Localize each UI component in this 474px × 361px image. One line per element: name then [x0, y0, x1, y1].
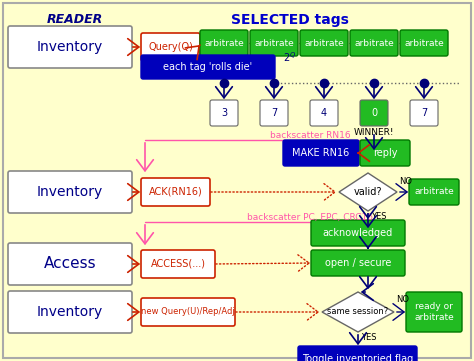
Text: arbitrate: arbitrate	[204, 39, 244, 48]
FancyBboxPatch shape	[250, 30, 298, 56]
Text: same session?: same session?	[328, 308, 389, 317]
Text: SELECTED tags: SELECTED tags	[231, 13, 349, 27]
Text: valid?: valid?	[354, 187, 382, 197]
FancyBboxPatch shape	[210, 100, 238, 126]
FancyBboxPatch shape	[311, 220, 405, 246]
FancyBboxPatch shape	[260, 100, 288, 126]
Text: 0: 0	[371, 108, 377, 118]
Text: backscatter PC, EPC, CRC16: backscatter PC, EPC, CRC16	[247, 213, 373, 222]
FancyBboxPatch shape	[141, 178, 210, 206]
Text: each tag 'rolls die': each tag 'rolls die'	[164, 62, 253, 72]
FancyBboxPatch shape	[350, 30, 398, 56]
Text: 4: 4	[321, 108, 327, 118]
FancyBboxPatch shape	[141, 33, 200, 61]
Polygon shape	[322, 292, 394, 332]
Text: ACK(RN16): ACK(RN16)	[149, 187, 202, 197]
FancyBboxPatch shape	[298, 346, 417, 361]
Text: arbitrate: arbitrate	[354, 39, 394, 48]
Text: ready or
arbitrate: ready or arbitrate	[414, 302, 454, 322]
Text: arbitrate: arbitrate	[304, 39, 344, 48]
Text: arbitrate: arbitrate	[254, 39, 294, 48]
Text: Inventory: Inventory	[37, 305, 103, 319]
FancyBboxPatch shape	[300, 30, 348, 56]
FancyBboxPatch shape	[141, 55, 275, 79]
FancyBboxPatch shape	[360, 140, 410, 166]
Text: WINNER!: WINNER!	[354, 128, 394, 137]
Text: Access: Access	[44, 257, 96, 271]
Text: arbitrate: arbitrate	[414, 187, 454, 196]
Text: NO: NO	[399, 177, 412, 186]
FancyBboxPatch shape	[360, 100, 388, 126]
FancyBboxPatch shape	[406, 292, 462, 332]
Text: Inventory: Inventory	[37, 185, 103, 199]
Text: Query(Q): Query(Q)	[148, 42, 193, 52]
FancyBboxPatch shape	[283, 140, 359, 166]
Text: ACCESS(...): ACCESS(...)	[151, 259, 206, 269]
Text: YES: YES	[371, 212, 386, 221]
Text: 7: 7	[421, 108, 427, 118]
Text: $2^Q$: $2^Q$	[283, 50, 296, 64]
FancyBboxPatch shape	[8, 291, 132, 333]
FancyBboxPatch shape	[141, 298, 235, 326]
Text: READER: READER	[47, 13, 103, 26]
Text: NO: NO	[396, 295, 409, 304]
Text: Inventory: Inventory	[37, 40, 103, 54]
Text: arbitrate: arbitrate	[404, 39, 444, 48]
FancyBboxPatch shape	[400, 30, 448, 56]
Text: 7: 7	[271, 108, 277, 118]
Text: backscatter RN16: backscatter RN16	[270, 131, 350, 140]
Polygon shape	[339, 173, 397, 211]
FancyBboxPatch shape	[410, 100, 438, 126]
Text: acknowledged: acknowledged	[323, 228, 393, 238]
Text: new Query(U)/Rep/Adj: new Query(U)/Rep/Adj	[141, 308, 235, 317]
FancyBboxPatch shape	[310, 100, 338, 126]
FancyBboxPatch shape	[409, 179, 459, 205]
Text: reply: reply	[373, 148, 397, 158]
FancyBboxPatch shape	[8, 171, 132, 213]
Text: MAKE RN16: MAKE RN16	[292, 148, 350, 158]
Text: YES: YES	[361, 333, 376, 342]
FancyBboxPatch shape	[141, 250, 215, 278]
FancyBboxPatch shape	[311, 250, 405, 276]
Text: open / secure: open / secure	[325, 258, 391, 268]
FancyBboxPatch shape	[3, 3, 471, 358]
FancyBboxPatch shape	[200, 30, 248, 56]
FancyBboxPatch shape	[8, 243, 132, 285]
FancyBboxPatch shape	[8, 26, 132, 68]
Text: 3: 3	[221, 108, 227, 118]
Text: Toggle inventoried flag: Toggle inventoried flag	[302, 354, 413, 361]
